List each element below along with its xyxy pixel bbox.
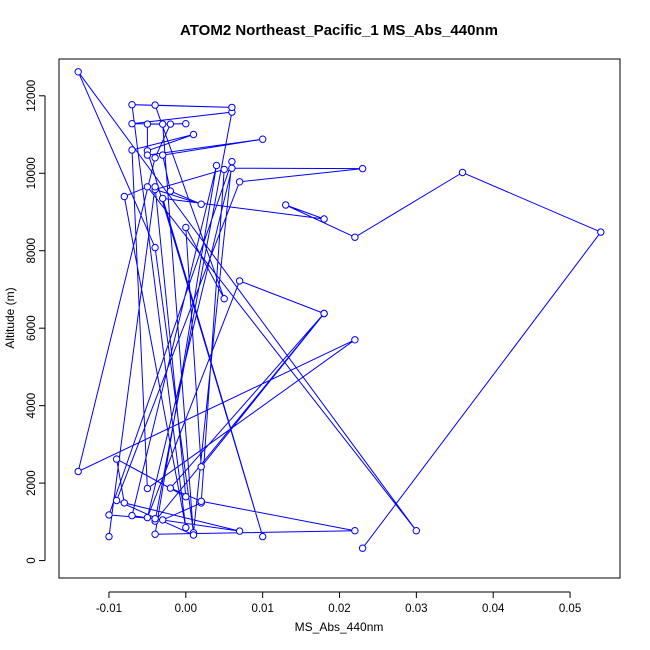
- data-point: [235, 527, 244, 535]
- data-series: [74, 68, 605, 552]
- series-line: [77, 71, 602, 549]
- data-point: [412, 527, 420, 535]
- data-point: [197, 463, 205, 471]
- data-point: [189, 130, 198, 139]
- data-point: [166, 120, 175, 128]
- data-point: [228, 157, 236, 166]
- x-tick-label: -0.01: [96, 603, 122, 615]
- data-point: [105, 532, 113, 541]
- data-point: [159, 516, 167, 524]
- y-tick-label: 10000: [26, 157, 38, 189]
- data-point: [143, 151, 152, 159]
- data-point: [166, 187, 175, 195]
- data-point: [235, 178, 244, 186]
- data-point: [597, 228, 605, 236]
- data-point: [74, 68, 82, 76]
- y-tick-label: 12000: [26, 80, 38, 112]
- y-axis: 0 2000 4000 6000 8000 10000 12000: [26, 80, 46, 564]
- x-tick-label: 0.05: [559, 603, 581, 615]
- data-point: [220, 295, 228, 303]
- x-tick-label: 0.03: [405, 603, 427, 615]
- data-point: [351, 527, 359, 535]
- data-point: [212, 161, 221, 170]
- data-point: [358, 544, 367, 552]
- y-tick-label: 0: [26, 557, 38, 563]
- data-point: [182, 523, 190, 532]
- data-point: [151, 183, 159, 191]
- data-point: [120, 499, 129, 507]
- data-point: [351, 336, 359, 344]
- x-tick-label: 0.04: [482, 603, 505, 615]
- data-point: [128, 511, 136, 520]
- data-point: [112, 455, 121, 463]
- data-point: [128, 101, 136, 109]
- data-point: [228, 164, 236, 172]
- x-tick-label: 0.02: [328, 603, 350, 615]
- data-point: [259, 532, 267, 541]
- data-point: [151, 243, 159, 252]
- chart-title: ATOM2 Northeast_Pacific_1 MS_Abs_440nm: [180, 22, 498, 39]
- data-point: [74, 467, 82, 476]
- x-tick-label: 0.00: [175, 603, 197, 615]
- data-point: [320, 215, 328, 223]
- data-point: [128, 120, 136, 128]
- y-tick-label: 6000: [26, 315, 38, 341]
- data-point: [259, 135, 267, 143]
- data-point: [159, 120, 167, 128]
- data-point: [182, 493, 190, 501]
- data-point: [120, 192, 129, 201]
- data-point: [143, 120, 152, 128]
- data-point: [228, 103, 236, 112]
- y-tick-label: 2000: [26, 470, 38, 496]
- plot-frame: [58, 58, 621, 579]
- data-point: [151, 101, 159, 109]
- y-tick-label: 4000: [26, 393, 38, 419]
- data-point: [151, 530, 159, 538]
- x-axis: -0.01 0.00 0.01 0.02 0.03 0.04 0.05: [96, 591, 581, 615]
- data-point: [105, 511, 113, 519]
- data-point: [358, 164, 367, 173]
- data-point: [458, 168, 467, 177]
- data-point: [143, 183, 152, 191]
- data-point: [112, 496, 121, 505]
- y-axis-label: Altitude (m): [3, 287, 17, 348]
- data-point: [282, 201, 290, 209]
- data-point: [151, 154, 159, 162]
- data-point: [151, 515, 159, 523]
- data-point: [235, 277, 244, 285]
- data-point: [320, 309, 328, 318]
- data-point: [189, 531, 198, 539]
- data-point: [143, 484, 152, 493]
- data-point: [143, 513, 152, 522]
- x-axis-label: MS_Abs_440nm: [295, 620, 384, 634]
- data-point: [197, 497, 205, 505]
- data-point: [182, 223, 190, 232]
- data-point: [197, 200, 205, 208]
- data-point: [128, 146, 136, 154]
- data-point: [182, 120, 190, 128]
- y-tick-label: 8000: [26, 238, 38, 264]
- data-point: [159, 151, 167, 159]
- data-point: [159, 194, 167, 203]
- data-point: [220, 165, 228, 174]
- data-point: [351, 233, 359, 241]
- data-point: [166, 484, 175, 492]
- x-tick-label: 0.01: [251, 603, 273, 615]
